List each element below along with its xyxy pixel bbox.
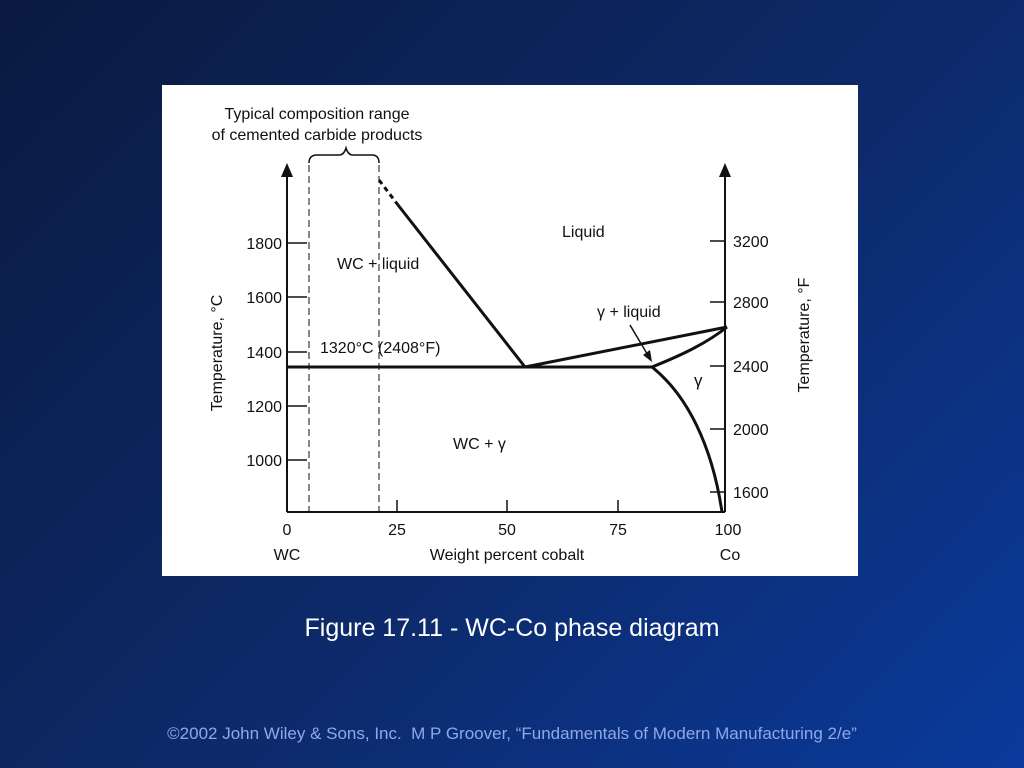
right-y-tick-label-2000: 2000 <box>733 422 769 439</box>
x-tick-label-75: 75 <box>609 522 627 539</box>
composition-note-line1: Typical composition range <box>225 106 410 123</box>
slide-footer: ©2002 John Wiley & Sons, Inc. M P Groove… <box>167 724 857 743</box>
x-tick-label-50: 50 <box>498 522 516 539</box>
gamma-solvus-line <box>651 365 724 513</box>
right-y-axis-label: Temperature, °F <box>796 277 813 392</box>
left-y-tick-marks <box>287 242 307 461</box>
wc-liquidus-line <box>396 204 527 368</box>
x-tick-label-100: 100 <box>715 522 742 539</box>
left-y-tick-label-1000: 1000 <box>246 453 282 470</box>
x-tick-label-0: 0 <box>283 522 292 539</box>
right-y-tick-label-3200: 3200 <box>733 234 769 251</box>
left-axis-arrow <box>281 163 293 177</box>
phase-diagram-figure: 0 25 50 75 100 WC Weight percent cobalt … <box>162 85 858 576</box>
x-right-end-label: Co <box>720 547 741 564</box>
gamma-solidus-line <box>651 325 728 369</box>
region-gamma-liquid-label: γ + liquid <box>597 304 661 321</box>
eutectic-temperature-label: 1320°C (2408°F) <box>320 340 440 357</box>
composition-note-line2: of cemented carbide products <box>212 127 423 144</box>
region-wc-gamma-label: WC + γ <box>453 436 506 453</box>
composition-range-brace <box>308 145 380 164</box>
left-y-tick-label-1400: 1400 <box>246 345 282 362</box>
left-y-tick-label-1800: 1800 <box>246 236 282 253</box>
right-y-tick-label-2400: 2400 <box>733 359 769 376</box>
right-y-tick-marks <box>710 240 725 493</box>
x-axis-label: Weight percent cobalt <box>430 547 585 564</box>
gamma-liquid-pointer <box>629 324 650 358</box>
slide-caption: Figure 17.11 - WC-Co phase diagram <box>304 614 720 642</box>
region-liquid-label: Liquid <box>562 224 605 241</box>
right-axis-arrow <box>719 163 731 177</box>
left-y-tick-label-1200: 1200 <box>246 399 282 416</box>
pointer-arrowhead <box>643 350 652 362</box>
x-tick-label-25: 25 <box>388 522 406 539</box>
phase-diagram-svg: 0 25 50 75 100 WC Weight percent cobalt … <box>209 106 813 564</box>
region-gamma-label: γ <box>694 371 703 390</box>
gamma-liquidus-line <box>524 325 728 369</box>
liquidus-dashed-extension <box>377 179 400 206</box>
x-tick-marks <box>396 500 619 512</box>
region-wc-liquid-label: WC + liquid <box>337 256 419 273</box>
left-y-axis-label: Temperature, °C <box>209 295 226 412</box>
x-left-end-label: WC <box>274 547 301 564</box>
right-y-tick-label-1600: 1600 <box>733 485 769 502</box>
right-y-tick-label-2800: 2800 <box>733 295 769 312</box>
left-y-tick-label-1600: 1600 <box>246 290 282 307</box>
